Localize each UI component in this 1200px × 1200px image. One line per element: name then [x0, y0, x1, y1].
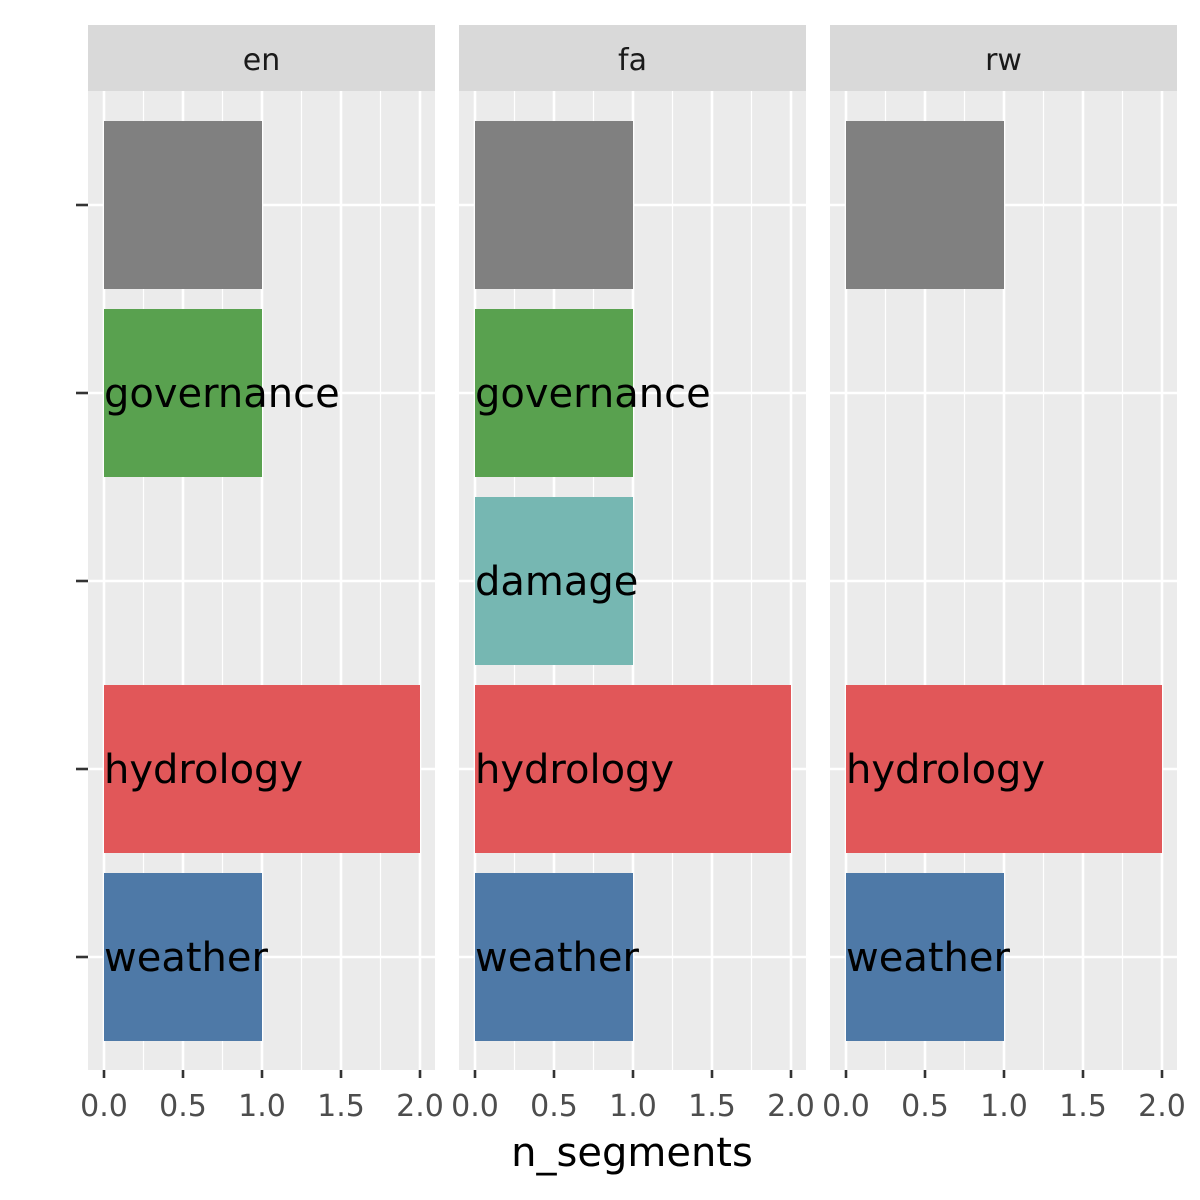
- facet-strip-label: fa: [618, 43, 647, 78]
- facet-strip: [88, 25, 435, 91]
- x-tick-label: 1.5: [688, 1089, 736, 1124]
- x-axis-title: n_segments: [511, 1130, 753, 1176]
- x-tick-label: 2.0: [767, 1089, 815, 1124]
- bar-weather: [104, 873, 262, 1041]
- bar-hydrology: [475, 685, 791, 853]
- bar-label: weather: [475, 935, 639, 981]
- x-tick-label: 0.5: [159, 1089, 207, 1124]
- x-tick-label: 2.0: [1138, 1089, 1186, 1124]
- x-tick-label: 1.5: [317, 1089, 365, 1124]
- x-tick-label: 0.0: [451, 1089, 499, 1124]
- x-tick-label: 1.5: [1059, 1089, 1107, 1124]
- facet-panels: en governance hydrology weather 0.0 0.5 1.0 1.5…: [80, 25, 1186, 1124]
- bar-label: hydrology: [846, 747, 1045, 793]
- bar-unlabeled: [846, 121, 1004, 289]
- facet-strip-label: rw: [985, 43, 1022, 78]
- bar-label: governance: [475, 371, 711, 417]
- facet-strip-label: en: [243, 43, 280, 78]
- bar-label: weather: [846, 935, 1010, 981]
- facet-panel-fa: fa governance damage hydrology weather 0.0 0.5…: [451, 25, 815, 1124]
- x-tick-label: 0.5: [901, 1089, 949, 1124]
- x-tick-label: 1.0: [980, 1089, 1028, 1124]
- x-tick-label: 0.0: [822, 1089, 870, 1124]
- facet-panel-en: en governance hydrology weather 0.0 0.5 1.0 1.5…: [80, 25, 444, 1124]
- bar-label: weather: [104, 935, 268, 981]
- bar-label: governance: [104, 371, 340, 417]
- facet-panel-rw: rw hydrology weather 0.0 0.5 1.0 1.5 2.0: [822, 25, 1186, 1124]
- bar-label: hydrology: [475, 747, 674, 793]
- bar-unlabeled: [104, 121, 262, 289]
- bar-damage: [475, 497, 633, 665]
- facet-strip: [459, 25, 806, 91]
- bar-weather: [846, 873, 1004, 1041]
- facet-strip: [830, 25, 1177, 91]
- bar-weather: [475, 873, 633, 1041]
- x-tick-label: 0.5: [530, 1089, 578, 1124]
- x-tick-label: 1.0: [609, 1089, 657, 1124]
- y-axis-ticks: [76, 203, 88, 959]
- x-tick-label: 1.0: [238, 1089, 286, 1124]
- bar-hydrology: [104, 685, 420, 853]
- x-tick-label: 2.0: [396, 1089, 444, 1124]
- x-tick-label: 0.0: [80, 1089, 128, 1124]
- bar-governance: [104, 309, 262, 477]
- bar-governance: [475, 309, 633, 477]
- bar-label: damage: [475, 559, 638, 605]
- bar-hydrology: [846, 685, 1162, 853]
- bar-unlabeled: [475, 121, 633, 289]
- bar-label: hydrology: [104, 747, 303, 793]
